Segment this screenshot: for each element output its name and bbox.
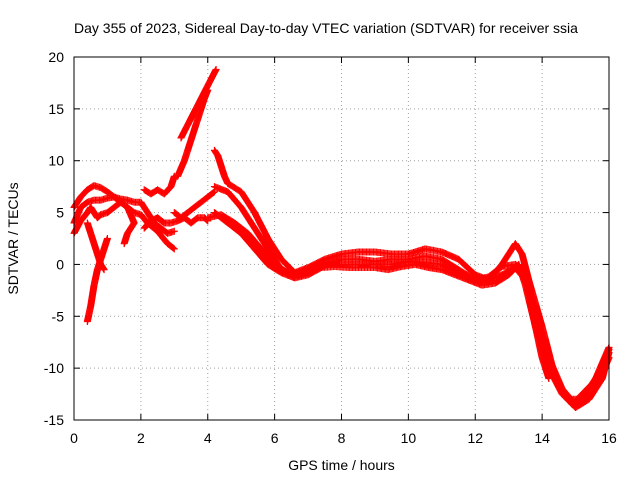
data-point: [170, 227, 178, 235]
data-point: [170, 245, 178, 253]
y-tick-label: -5: [52, 308, 65, 324]
series-track-iso: [177, 65, 220, 142]
y-tick-label: -15: [44, 412, 64, 428]
y-tick-label: 0: [56, 256, 64, 272]
y-tick-label: 5: [56, 205, 64, 221]
data-point: [100, 266, 108, 274]
data-point: [212, 65, 220, 73]
y-tick-label: 10: [48, 153, 64, 169]
series-track-c: [70, 198, 138, 248]
grid: [74, 57, 609, 420]
y-tick-label: 15: [48, 101, 64, 117]
series-track-b: [70, 193, 178, 237]
data-point: [103, 235, 111, 242]
data-point: [209, 189, 217, 197]
x-ticks: 0 2 4 6 8 10 12 14 16: [70, 57, 617, 446]
series-track-tail: [568, 345, 613, 408]
y-axis-label: SDTVAR / TECUs: [5, 182, 21, 294]
x-tick-label: 0: [70, 430, 78, 446]
series-track-f: [140, 172, 178, 198]
chart-title: Day 355 of 2023, Sidereal Day-to-day VTE…: [74, 20, 578, 36]
x-tick-label: 2: [137, 430, 145, 446]
y-tick-label: 20: [48, 49, 64, 65]
x-tick-label: 16: [601, 430, 617, 446]
x-tick-label: 10: [401, 430, 417, 446]
y-ticks: 20 15 10 5 0 -5 -10 -15: [44, 49, 609, 428]
series-track-d: [83, 219, 108, 274]
data-point: [120, 240, 128, 248]
data-point: [169, 244, 177, 252]
y-tick-label: -10: [44, 360, 64, 376]
data-points: [70, 65, 613, 412]
x-tick-label: 8: [338, 430, 346, 446]
series-track-rise: [174, 86, 212, 180]
x-tick-label: 12: [467, 430, 483, 446]
x-tick-label: 14: [534, 430, 550, 446]
series-track-h: [170, 188, 218, 222]
plot-frame: [73, 56, 610, 421]
x-tick-label: 6: [271, 430, 279, 446]
series-track-main-4: [210, 209, 613, 412]
x-axis-label: GPS time / hours: [288, 457, 395, 473]
series-track-e: [83, 235, 111, 325]
x-tick-label: 4: [204, 430, 212, 446]
